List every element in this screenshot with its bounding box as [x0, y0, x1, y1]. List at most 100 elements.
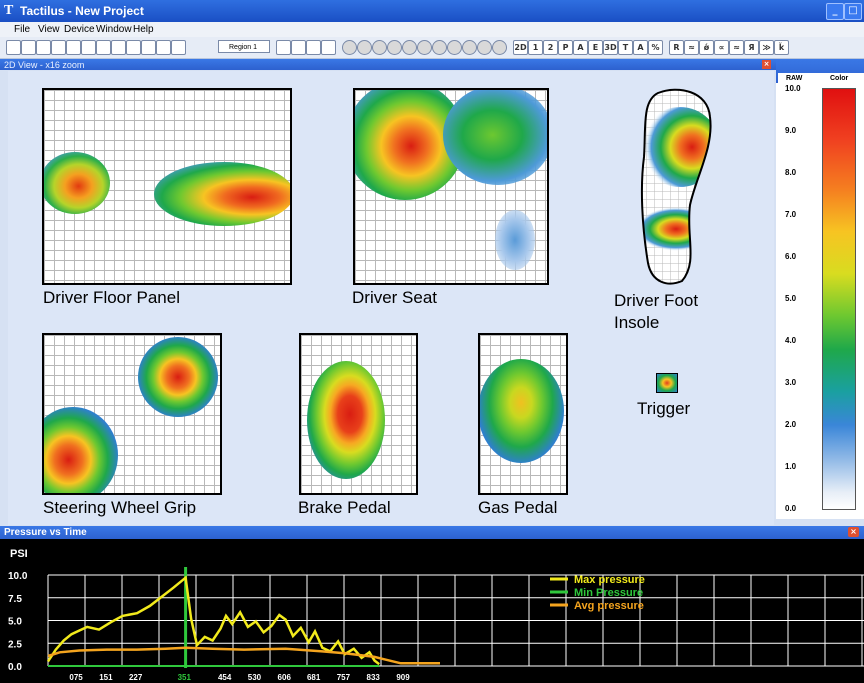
- menu-file[interactable]: File: [14, 24, 31, 35]
- menu-view[interactable]: View: [38, 24, 60, 35]
- view-header-label: 2D View - x16 zoom: [4, 60, 85, 70]
- mode-button-8[interactable]: T: [618, 40, 633, 55]
- scale-raw-label: RAW: [786, 75, 803, 82]
- menu-window[interactable]: Window: [96, 24, 132, 35]
- scale-tick-label: 3.0: [785, 378, 797, 387]
- grid-icon[interactable]: [276, 40, 291, 55]
- pressure-blob: [480, 359, 564, 463]
- maximize-button[interactable]: □: [844, 3, 862, 20]
- x-tick-label: 681: [307, 673, 321, 682]
- eraser-icon[interactable]: [171, 40, 186, 55]
- minimize-button[interactable]: _: [826, 3, 844, 20]
- save-icon[interactable]: [36, 40, 51, 55]
- label-gas-pedal: Gas Pedal: [478, 498, 558, 517]
- tool-button-6[interactable]: Я: [744, 40, 759, 55]
- tool-button-8[interactable]: ǩ: [774, 40, 789, 55]
- scale-color-label: Color: [830, 75, 849, 82]
- frame-button-5[interactable]: [402, 40, 417, 55]
- scale-tick-label: 1.0: [785, 462, 797, 471]
- y-tick-label: 0.0: [8, 662, 22, 673]
- mode-button-7[interactable]: 3D: [603, 40, 618, 55]
- frame-button-10[interactable]: [477, 40, 492, 55]
- pointer-icon[interactable]: [66, 40, 81, 55]
- frame-button-1[interactable]: [342, 40, 357, 55]
- pressure-blob: [44, 152, 110, 214]
- y-tick-label: 2.5: [8, 639, 22, 650]
- color-scale-bar: [822, 88, 856, 510]
- x-tick-label: 151: [99, 673, 113, 682]
- frame-button-7[interactable]: [432, 40, 447, 55]
- y-tick-label: 5.0: [8, 617, 22, 628]
- sensor-panel-trigger[interactable]: [656, 373, 678, 393]
- lasso-icon[interactable]: [156, 40, 171, 55]
- sensor-panel-insole[interactable]: [638, 87, 718, 287]
- scale-tick-label: 2.0: [785, 420, 797, 429]
- scale-tick-label: 6.0: [785, 252, 797, 261]
- mode-button-9[interactable]: A: [633, 40, 648, 55]
- pencil-icon[interactable]: [81, 40, 96, 55]
- window-title-bar[interactable]: [0, 0, 864, 22]
- graph-close-icon[interactable]: ×: [848, 527, 859, 537]
- rectangle-select-icon[interactable]: [111, 40, 126, 55]
- menu-device[interactable]: Device: [64, 24, 95, 35]
- mode-button-2[interactable]: 1: [528, 40, 543, 55]
- scale-tick-label: 7.0: [785, 210, 797, 219]
- pressure-graph-area: [0, 539, 864, 683]
- sensor-panel-brake[interactable]: [299, 333, 418, 495]
- frame-button-8[interactable]: [447, 40, 462, 55]
- tool-button-5[interactable]: ≈: [729, 40, 744, 55]
- y-tick-label: 7.5: [8, 594, 22, 605]
- tool-button-7[interactable]: ≫: [759, 40, 774, 55]
- mode-button-6[interactable]: E: [588, 40, 603, 55]
- scale-header-row: [778, 73, 864, 83]
- x-tick-label: 075: [69, 673, 83, 682]
- mode-button-3[interactable]: 2: [543, 40, 558, 55]
- tool-button-4[interactable]: ∝: [714, 40, 729, 55]
- tool-button-3[interactable]: ǿ: [699, 40, 714, 55]
- sensor-panel-gas[interactable]: [478, 333, 568, 495]
- 3d-view-icon[interactable]: [306, 40, 321, 55]
- frame-button-11[interactable]: [492, 40, 507, 55]
- 2d-view-icon[interactable]: [291, 40, 306, 55]
- legend-label: Max pressure: [574, 574, 645, 586]
- stop-icon[interactable]: [51, 40, 66, 55]
- view-header: [0, 59, 776, 70]
- sensor-panel-steering[interactable]: [42, 333, 222, 495]
- frame-button-4[interactable]: [387, 40, 402, 55]
- sensor-panel-seat[interactable]: [353, 88, 549, 285]
- label-trigger: Trigger: [637, 399, 691, 418]
- pressure-blob: [443, 90, 547, 185]
- pressure-blob: [307, 361, 385, 479]
- app-logo-icon: T: [4, 3, 14, 18]
- x-tick-label: 757: [337, 673, 351, 682]
- frame-button-3[interactable]: [372, 40, 387, 55]
- contour-icon[interactable]: [321, 40, 336, 55]
- mode-button-1[interactable]: 2D: [513, 40, 528, 55]
- view-close-icon[interactable]: ×: [762, 60, 771, 69]
- tool-button-2[interactable]: ≈: [684, 40, 699, 55]
- series-line-max-pressure: [46, 575, 380, 666]
- menu-help[interactable]: Help: [133, 24, 154, 35]
- tool-button-1[interactable]: R: [669, 40, 684, 55]
- new-file-icon[interactable]: [6, 40, 21, 55]
- scale-tick-label: 10.0: [785, 84, 801, 93]
- brush-icon[interactable]: [141, 40, 156, 55]
- mode-button-4[interactable]: P: [558, 40, 573, 55]
- open-file-icon[interactable]: [21, 40, 36, 55]
- mode-button-10[interactable]: %: [648, 40, 663, 55]
- frame-button-2[interactable]: [357, 40, 372, 55]
- frame-button-6[interactable]: [417, 40, 432, 55]
- graph-header: [0, 526, 864, 539]
- hand-icon[interactable]: [126, 40, 141, 55]
- x-tick-label: 909: [396, 673, 410, 682]
- region-select[interactable]: Region 1: [218, 40, 270, 53]
- scale-tick-label: 0.0: [785, 504, 797, 513]
- ellipse-icon[interactable]: [96, 40, 111, 55]
- sensor-panel-floor[interactable]: [42, 88, 292, 285]
- pressure-blob: [138, 337, 218, 417]
- frame-button-9[interactable]: [462, 40, 477, 55]
- mode-button-5[interactable]: A: [573, 40, 588, 55]
- scale-tick-label: 5.0: [785, 294, 797, 303]
- x-tick-label: 227: [129, 673, 143, 682]
- x-tick-label: 606: [278, 673, 292, 682]
